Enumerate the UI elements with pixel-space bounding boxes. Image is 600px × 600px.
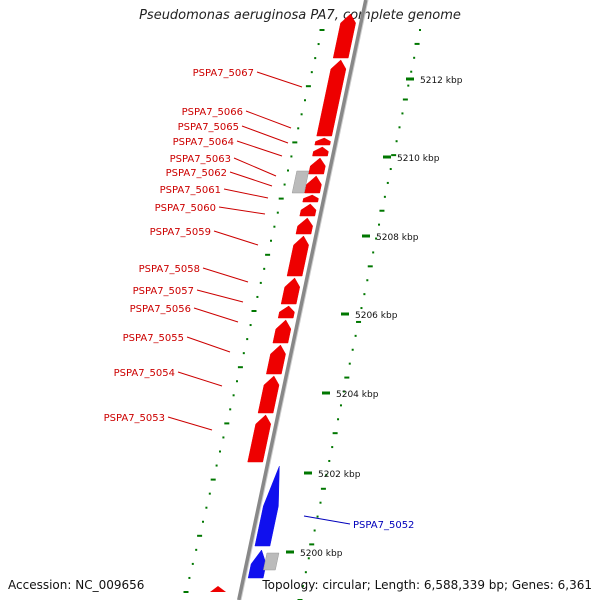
gene-label-leader [196,289,244,303]
gene-label-leader [245,110,292,129]
kbp-tick-label: 5210 kbp [397,154,440,164]
gene-arrow-pspa7-5052 [254,465,280,547]
gene-label-leader [213,230,259,246]
kbp-tick-label: 5202 kbp [318,470,361,480]
gene-arrow-pspa7-5055 [266,344,286,375]
gene-arrow-pspa7-5064 [308,157,326,175]
gene-label: PSPA7_5064 [173,137,234,148]
map-title: Pseudomonas aeruginosa PA7, complete gen… [139,8,461,23]
summary-text: Topology: circular; Length: 6,588,339 bp… [262,578,592,592]
gene-label: PSPA7_5060 [155,203,216,214]
gene-label: PSPA7_5066 [182,107,243,118]
kbp-tick-label: 5208 kbp [376,233,419,243]
gene-label-leader [218,206,266,215]
feature-layer [210,13,356,592]
kbp-tick-label: 5212 kbp [420,76,463,86]
gene-label-leader [229,171,273,187]
gene-label: PSPA7_5057 [133,286,194,297]
gene-label-leader [177,371,223,387]
gene-label-leader [202,267,249,283]
gene-label: PSPA7_5052 [353,520,414,531]
gene-arrow-pspa7-5059 [286,235,309,277]
kbp-tick-label: 5200 kbp [300,549,343,559]
gene-arrow-pspa7-5065 [312,146,329,157]
gene-label: PSPA7_5053 [104,413,165,424]
gene-label: PSPA7_5055 [123,333,184,344]
gene-label-leader [303,515,351,525]
gene-arrow-pspa7-5062 [302,194,319,203]
gene-label: PSPA7_5056 [130,304,191,315]
gene-label-leader [186,336,231,353]
kbp-tick-label: 5206 kbp [355,311,398,321]
gene-arrow-pspa7-5054 [257,375,280,414]
gene-arrow-pspa7-5060 [295,217,313,235]
kbp-tick-layer: 5200 kbp 5202 kbp 5204 kbp 5206 kbp 5208 kbp… [286,76,463,559]
gene-arrow-fragment-bottom [210,586,226,592]
gene-label: PSPA7_5063 [170,154,231,165]
gene-arrow-pspa7-5066 [314,137,331,146]
gene-arrow-pspa7-5061 [299,203,317,217]
kbp-tick-label: 5204 kbp [336,390,379,400]
accession-text: Accession: NC_009656 [8,578,145,592]
gene-label: PSPA7_5054 [114,368,175,379]
gene-label-leader [236,140,283,157]
gene-label: PSPA7_5061 [160,185,221,196]
gene-label-leader [193,307,239,323]
gene-label: PSPA7_5067 [193,68,254,79]
gene-arrow-pspa7-5053 [247,414,272,463]
dotted-ring-layer [183,29,421,600]
backbone-line [237,0,368,600]
gene-label-leader [233,157,277,177]
gene-arrow-partial-top [332,13,356,59]
gene-label-leader [167,416,213,431]
gene-arrow-pspa7-5058 [280,277,301,305]
gene-label: PSPA7_5059 [150,227,211,238]
gene-arrow-pspa7-5067 [316,59,347,137]
backbone-highlight [240,0,369,600]
gene-arrow-pspa7-5056 [272,319,292,344]
backbone-layer [237,0,369,600]
misc-feature-upper [291,170,310,194]
gene-label: PSPA7_5062 [166,168,227,179]
gene-label-leader [241,125,289,144]
gene-label-leader [256,71,303,88]
misc-feature-lower [263,552,280,571]
gene-label-leader [223,188,269,199]
gene-label: PSPA7_5058 [139,264,200,275]
label-layer: PSPA7_5053 PSPA7_5054 PSPA7_5055 PSPA7_5056… [104,68,415,531]
gene-label: PSPA7_5065 [178,122,239,133]
gene-arrow-partial-bottom [247,549,267,579]
gene-arrow-pspa7-5057 [277,305,295,319]
gene-arrow-pspa7-5063 [304,175,322,194]
